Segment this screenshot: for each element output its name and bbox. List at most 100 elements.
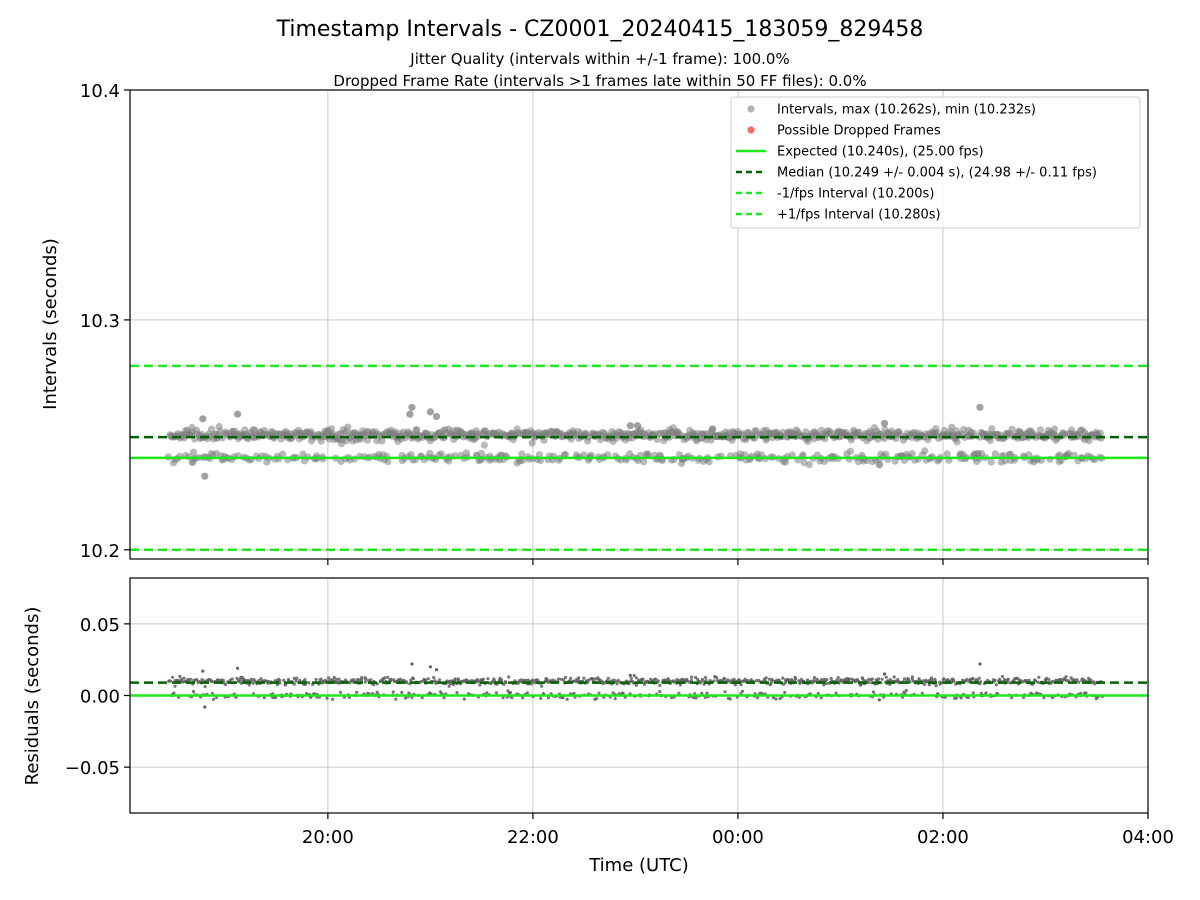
data-point	[360, 678, 364, 682]
data-point	[409, 678, 413, 682]
data-point	[485, 691, 489, 695]
data-point	[824, 681, 828, 686]
data-point	[303, 678, 307, 682]
data-point	[952, 679, 956, 683]
y-tick-label: −0.05	[65, 758, 120, 779]
data-point	[739, 683, 743, 687]
data-point	[870, 677, 874, 681]
chart-subtitle-dropped: Dropped Frame Rate (intervals >1 frames …	[333, 72, 866, 90]
data-point-outlier	[877, 698, 882, 702]
data-point	[212, 697, 216, 701]
data-point-outlier	[236, 666, 240, 670]
data-point	[942, 677, 946, 681]
data-point	[247, 683, 251, 687]
intervals-panel: 10.2 10.3 10.4 Intervals (seconds) Interva…	[40, 81, 1149, 565]
data-point	[606, 676, 610, 680]
data-point	[1077, 680, 1081, 684]
data-point	[975, 678, 979, 683]
data-point	[337, 677, 341, 681]
data-point	[447, 684, 451, 688]
data-point	[769, 681, 773, 686]
data-point	[971, 676, 975, 681]
data-point	[813, 679, 817, 684]
data-point	[168, 679, 173, 683]
data-point	[644, 450, 652, 458]
legend-label: Median (10.249 +/- 0.004 s), (24.98 +/- …	[777, 166, 1097, 181]
data-point	[235, 676, 239, 681]
data-point	[518, 450, 526, 458]
data-point	[344, 423, 352, 431]
data-point	[186, 677, 190, 681]
data-point	[920, 691, 924, 696]
data-point	[971, 691, 975, 695]
data-point	[825, 678, 829, 682]
data-point	[528, 439, 536, 447]
data-point	[332, 675, 336, 680]
data-point	[908, 450, 916, 458]
residuals-reference-lines	[130, 681, 1148, 697]
data-point	[535, 451, 544, 459]
y-tick-label: 0.00	[80, 687, 120, 708]
data-point	[501, 696, 505, 700]
data-point	[1035, 691, 1039, 695]
data-point	[723, 690, 727, 694]
data-point	[712, 679, 716, 683]
data-point	[904, 688, 908, 693]
y-tick-label: 10.4	[80, 81, 120, 102]
data-point	[991, 450, 999, 458]
data-point	[510, 696, 514, 700]
data-point-outlier	[880, 419, 889, 427]
data-point	[770, 677, 774, 682]
data-point-outlier	[428, 665, 432, 669]
data-point	[282, 678, 286, 682]
data-point	[927, 683, 931, 687]
data-point	[284, 683, 288, 687]
data-point	[462, 697, 466, 701]
data-point	[561, 696, 565, 700]
data-point	[426, 677, 430, 681]
data-point-outlier	[434, 668, 439, 672]
data-point	[405, 681, 409, 685]
data-point	[866, 680, 870, 685]
data-point-outlier	[432, 412, 441, 421]
data-point	[678, 683, 683, 687]
data-point-outlier	[882, 672, 887, 676]
legend-label: +1/fps Interval (10.280s)	[777, 208, 941, 223]
data-point	[540, 436, 548, 444]
legend-handle	[747, 105, 755, 113]
data-point	[930, 678, 934, 682]
x-tick-label: 02:00	[917, 827, 969, 848]
data-point	[783, 690, 787, 695]
data-point	[590, 677, 595, 681]
data-point-outlier	[875, 461, 884, 469]
data-point	[411, 677, 415, 681]
legend: Intervals, max (10.262s), min (10.232s) P…	[730, 96, 1141, 229]
data-point	[565, 697, 569, 701]
data-point	[1073, 678, 1077, 682]
residuals-panel: 0.050.00−0.05 20:00 22:00 00:00 02:00 04:00 …	[22, 577, 1174, 876]
data-point	[597, 691, 601, 695]
data-point	[709, 425, 717, 433]
residuals-x-ticks: 20:00 22:00 00:00 02:00 04:00	[302, 813, 1174, 848]
data-point	[178, 674, 182, 678]
data-point	[424, 678, 428, 682]
data-point	[191, 689, 196, 694]
data-point	[704, 675, 708, 680]
data-point	[520, 678, 524, 682]
data-point	[355, 690, 359, 694]
data-point	[172, 691, 176, 695]
chart-title: Timestamp Intervals - CZ0001_20240415_18…	[276, 17, 924, 42]
data-point	[632, 673, 636, 678]
data-point	[781, 458, 790, 466]
data-point	[540, 684, 544, 688]
data-point	[561, 450, 570, 459]
data-point	[629, 676, 633, 681]
data-point	[251, 681, 255, 685]
data-point	[386, 675, 390, 680]
data-point	[173, 684, 177, 688]
data-point	[835, 678, 839, 682]
data-point	[1036, 426, 1044, 434]
data-point	[888, 678, 892, 682]
data-point	[1010, 696, 1014, 700]
